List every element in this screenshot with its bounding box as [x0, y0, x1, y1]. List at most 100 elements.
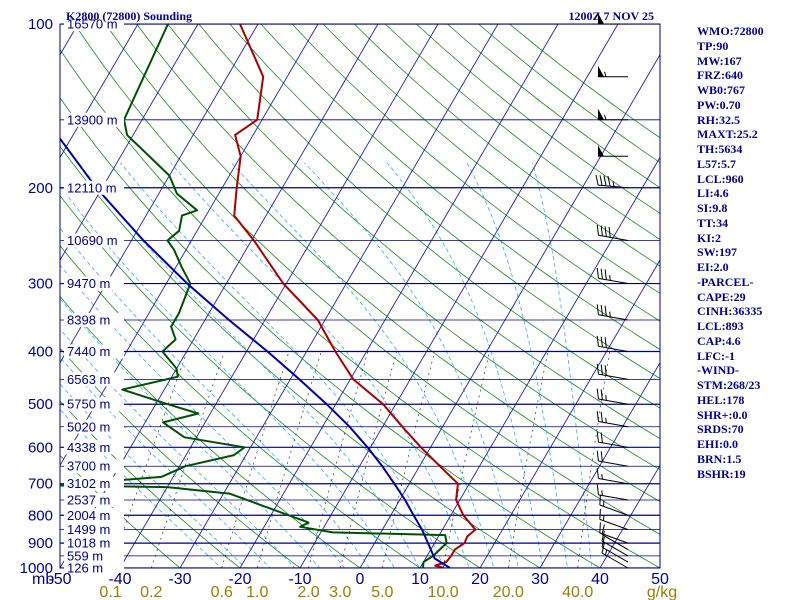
pressure-axis-labels: 100 200 300 400 500 600 700 800 900 1000 [20, 16, 53, 577]
height-label-background [64, 312, 124, 327]
height-label-background [64, 508, 124, 523]
wind-barb-half-flag [601, 490, 603, 496]
wind-barb-flag [599, 508, 601, 520]
pressure-label: 500 [28, 396, 53, 413]
wind-barb [598, 65, 628, 78]
mixing-ratio-label: 5.0 [371, 584, 393, 600]
temperature-label: -10 [288, 571, 311, 588]
temperature-label: 50 [651, 571, 669, 588]
sounding-index: TH:5634 [697, 142, 743, 156]
moist-adiabat [60, 227, 370, 568]
dewpoint-trace [60, 24, 448, 568]
isotherm [60, 24, 319, 467]
wind-barb-flag [604, 305, 607, 317]
wind-barb-half-flag [605, 417, 607, 423]
height-label-background [64, 344, 124, 359]
dry-adiabat [60, 454, 181, 568]
sounding-index: KI:2 [697, 230, 721, 245]
height-label-background [64, 419, 124, 434]
height-label: 7440 m [67, 344, 110, 359]
height-label: 1499 m [67, 522, 110, 537]
height-label: 3102 m [67, 476, 110, 491]
sounding-index: LCL:960 [697, 171, 744, 186]
wind-barb-staff [598, 234, 629, 241]
temperature-label: 30 [531, 571, 549, 588]
temperature-label: 20 [471, 571, 489, 588]
wind-barb-flag [596, 431, 599, 443]
mixing-ratio-line [150, 351, 225, 568]
wind-barb-half-flag [605, 395, 607, 401]
height-label: 1018 m [67, 536, 110, 551]
height-label: 9470 m [67, 276, 110, 291]
sounding-index: CAPE:29 [697, 289, 746, 304]
wind-barb [598, 145, 628, 157]
wind-barb-staff [601, 552, 629, 569]
height-label: 5020 m [67, 419, 110, 434]
isotherm [359, 53, 660, 568]
wind-barb-staff [601, 534, 629, 551]
sounding-index: PW:0.70 [697, 97, 741, 112]
sounding-index: BSHR:19 [697, 466, 746, 481]
wind-barb-half-flag [612, 181, 615, 187]
wind-barb-staff [601, 546, 629, 563]
wind-barb-flag [596, 450, 599, 462]
temperature-label: -20 [228, 571, 251, 588]
wind-barb-staff [601, 540, 629, 557]
isotherm [60, 24, 139, 159]
wind-barb-flag [596, 363, 599, 375]
sounding-index: BRN:1.5 [697, 451, 742, 466]
mixing-ratio-line [442, 351, 490, 568]
wind-barb-flag [600, 451, 603, 462]
height-label-background [64, 112, 124, 127]
height-label-background [64, 476, 124, 491]
moist-adiabat [170, 162, 470, 568]
sounding-index: TP:90 [697, 38, 729, 53]
height-label: 2537 m [67, 493, 110, 508]
wind-barb-flag [600, 268, 603, 280]
wind-barb-flag [596, 267, 599, 279]
sounding-index: STM:268/23 [697, 378, 761, 392]
mixing-ratio-label: 0.6 [211, 584, 233, 600]
height-label: 4338 m [67, 440, 110, 455]
wind-barb-flag [600, 432, 603, 443]
wind-barb-half-flag [604, 114, 607, 120]
mixing-ratio-line [221, 351, 290, 568]
mixing-ratio-line [308, 351, 369, 568]
isotherm [179, 24, 499, 568]
mixing-ratio-label: 40.0 [562, 584, 593, 600]
wind-barb [599, 494, 629, 516]
height-label-background [64, 493, 124, 508]
sounding-index: L57:5.7 [697, 156, 736, 171]
wind-barb [601, 542, 629, 569]
wind-barbs [595, 13, 629, 569]
moist-adiabat [60, 356, 271, 568]
height-label-background [64, 372, 124, 387]
height-label: 2004 m [67, 508, 110, 523]
moist-adiabat [231, 162, 495, 568]
wind-barb-flag [600, 225, 603, 237]
mixing-ratio-line [256, 351, 322, 568]
wind-barb-pennant [598, 65, 604, 77]
station-title: K2800 (72800) Sounding [66, 9, 192, 23]
wind-barb [601, 524, 629, 551]
temperature-label: 40 [591, 571, 609, 588]
sounding-index: SHR+:0.0 [697, 407, 748, 422]
sounding-indices-panel: WMO:72800 TP:90 MW:167 FRZ:640 WB0:767 PW:0.7… [697, 24, 800, 481]
wind-barb [596, 363, 629, 380]
moist-adiabat [60, 264, 345, 568]
sounding-index: HEL:178 [697, 392, 745, 407]
wind-barb-flag [595, 174, 599, 186]
mixing-ratio-line [110, 351, 188, 568]
sounding-index: CINH:36335 [697, 304, 763, 319]
mixing-ratio-line [577, 351, 611, 568]
wind-barb-pennant [598, 145, 604, 157]
height-label-background [64, 440, 124, 455]
wind-barb [598, 108, 628, 121]
wind-barb [595, 174, 629, 189]
dry-adiabat [60, 244, 421, 568]
mixing-ratio-label: 0.2 [140, 584, 162, 600]
wind-barb-staff [598, 345, 629, 353]
wind-barb-staff [599, 504, 629, 516]
isotherm [599, 464, 660, 568]
mixing-ratio-label: 10.0 [428, 584, 459, 600]
